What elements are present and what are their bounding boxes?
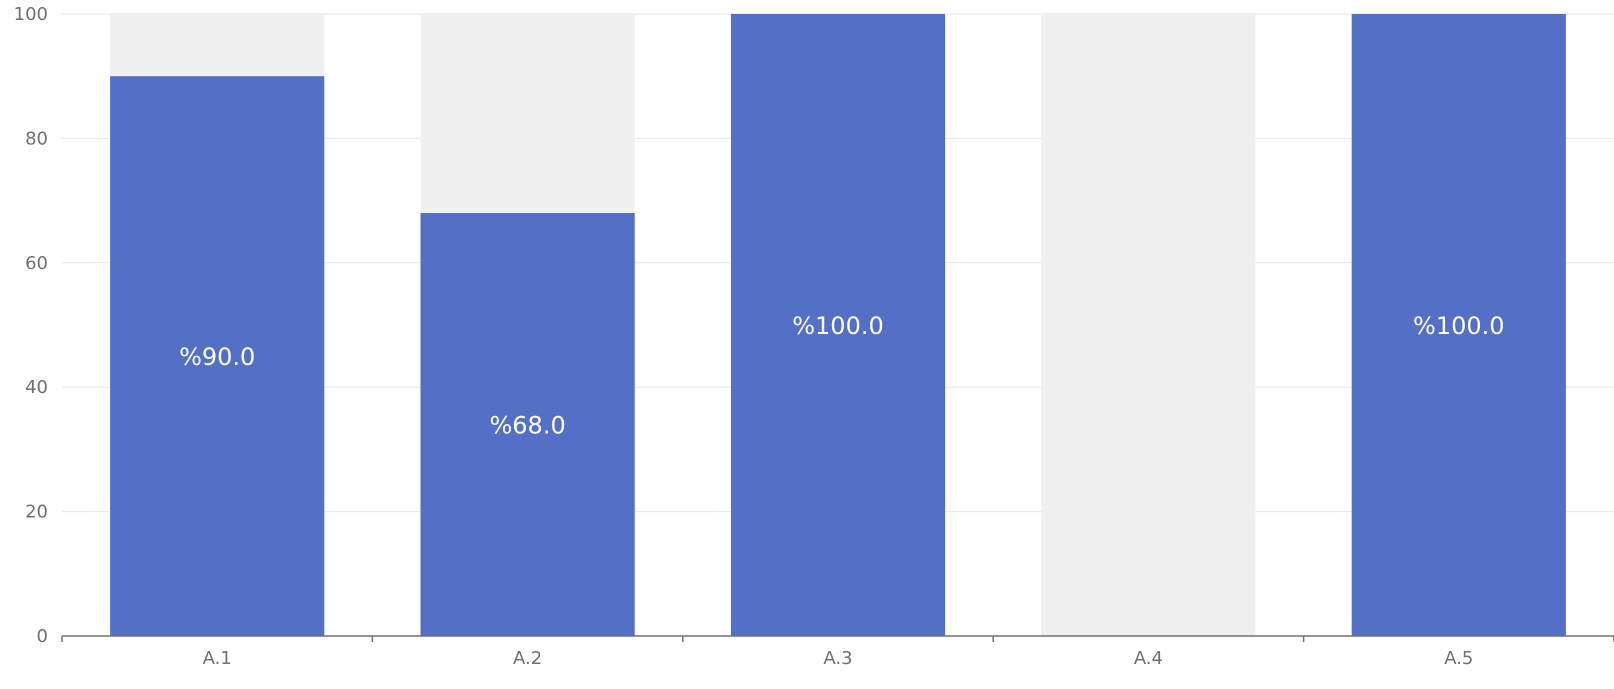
x-tick-label: A.1 [203,648,232,669]
bar-A.2[interactable] [420,213,635,637]
data-label: %90.0 [179,343,255,371]
x-tick-label: A.2 [513,648,542,669]
y-tick-label: 20 [25,502,48,523]
y-tick-label: 60 [25,253,48,274]
y-tick-label: 0 [37,626,48,647]
x-tick-label: A.3 [823,648,852,669]
data-label: %68.0 [489,412,565,440]
bar-A.3[interactable] [730,14,946,636]
data-labels: %90.0 %68.0 %100.0 %100.0 [179,312,1504,440]
data-bars [110,14,1566,637]
x-axis-tick-labels: A.1 A.2 A.3 A.4 A.5 [203,648,1474,669]
x-tick-label: A.5 [1444,648,1473,669]
y-tick-label: 100 [14,4,48,25]
y-tick-label: 40 [25,377,48,398]
y-tick-label: 80 [25,128,48,149]
background-bar [1041,14,1256,636]
bar-A.1[interactable] [110,76,325,636]
data-label: %100.0 [1413,312,1505,340]
x-axis [61,635,1614,642]
x-tick-label: A.4 [1134,648,1163,669]
data-label: %100.0 [792,312,884,340]
bar-A.5[interactable] [1351,14,1566,636]
y-axis-tick-labels: 0 20 40 60 80 100 [14,4,48,647]
